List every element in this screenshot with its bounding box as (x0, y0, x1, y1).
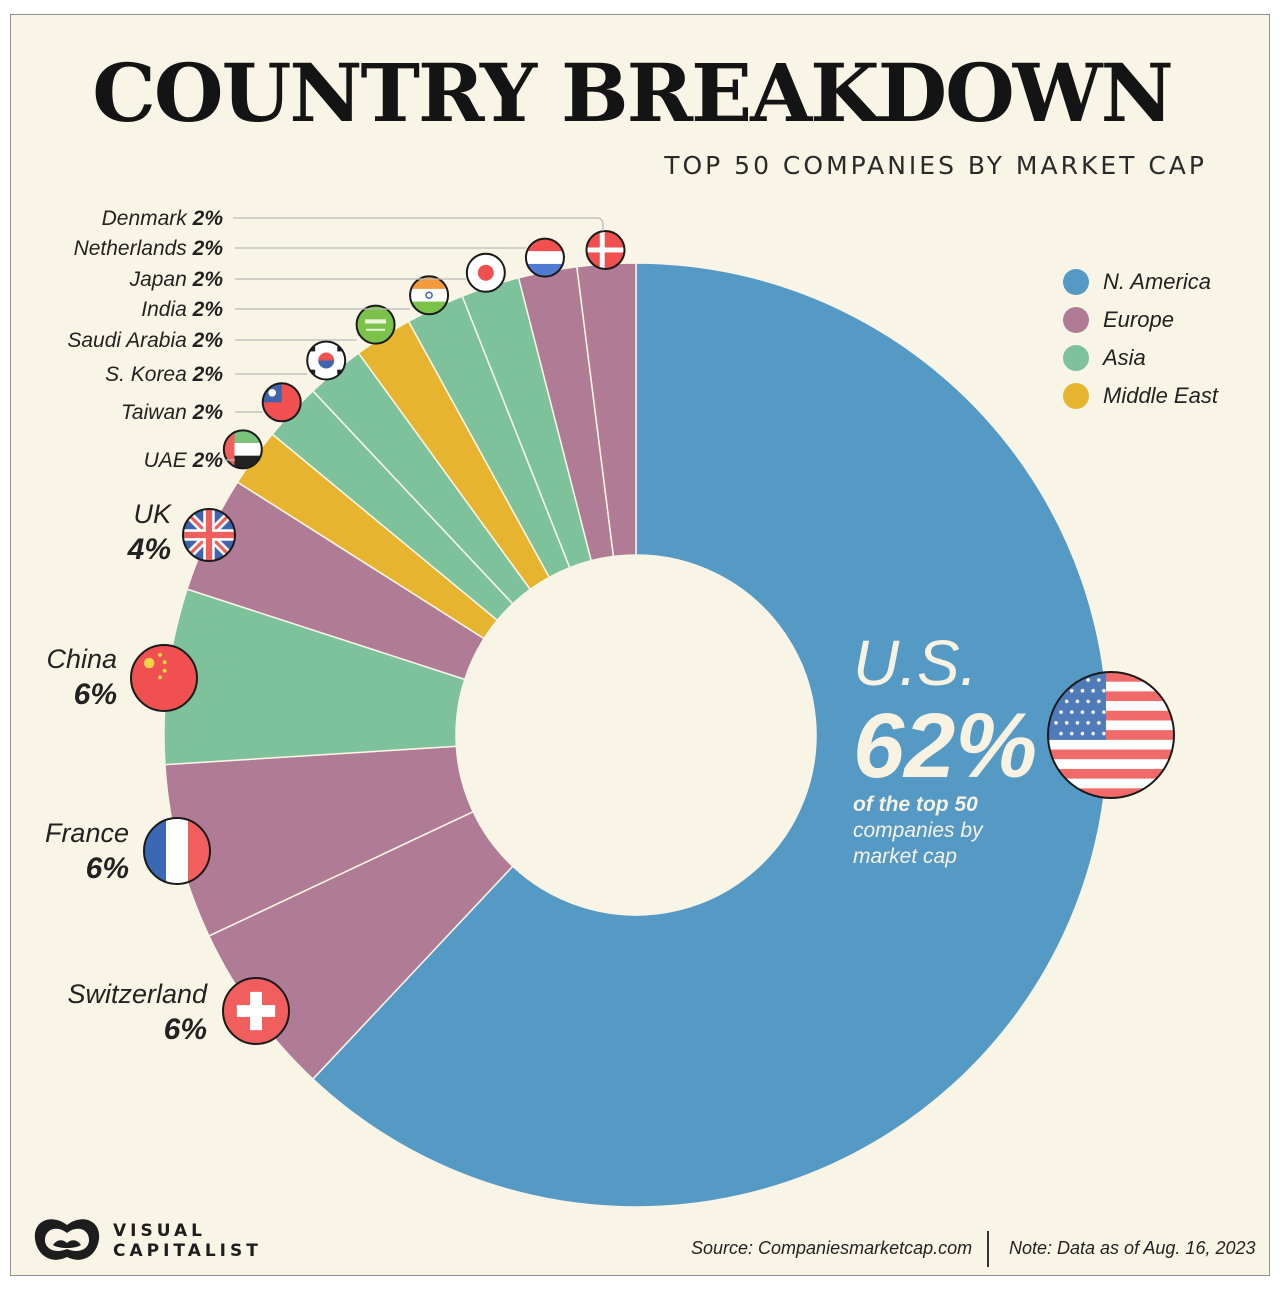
value-switzerland: 6% (164, 1013, 207, 1046)
us-caption-line: companies by (853, 819, 984, 842)
us-caption-bold: of the top 50 (853, 793, 978, 816)
legend-swatch-asia (1063, 345, 1089, 371)
brand-name: VISUAL CAPITALIST (113, 1221, 262, 1261)
label-saudi-arabia: Saudi Arabia 2% (67, 329, 223, 352)
label-japan: Japan 2% (129, 268, 224, 291)
india-flag-icon (409, 275, 450, 316)
chart-title: COUNTRY BREAKDOWN (92, 46, 1173, 140)
legend-label: Asia (1103, 345, 1146, 370)
note-text: Note: Data as of Aug. 16, 2023 (1009, 1238, 1256, 1258)
south-korea-flag-icon (306, 340, 347, 381)
legend-item-middle-east: Middle East (1063, 377, 1218, 415)
netherlands-flag-icon (524, 237, 565, 278)
label-taiwan: Taiwan 2% (121, 401, 223, 424)
saudi-arabia-flag-icon (355, 304, 396, 345)
label-uk: UK (133, 499, 171, 529)
legend-swatch-middle-east (1063, 383, 1089, 409)
china-flag-icon (130, 644, 198, 712)
legend-item-asia: Asia (1063, 339, 1218, 377)
legend-label: Europe (1103, 307, 1174, 332)
label-netherlands: Netherlands 2% (74, 237, 224, 260)
us-country-label: U.S. (853, 627, 977, 699)
uk-flag-icon (182, 508, 236, 562)
legend-item-n-america: N. America (1063, 263, 1218, 301)
us-value-label: 62% (853, 695, 1037, 797)
slice-u-s (311, 262, 1109, 1208)
us-flag-icon (1047, 671, 1175, 799)
legend-item-europe: Europe (1063, 301, 1218, 339)
chart-subtitle: TOP 50 COMPANIES BY MARKET CAP (664, 151, 1207, 180)
leader-line (233, 217, 604, 231)
label-denmark: Denmark 2% (102, 207, 224, 230)
us-caption-line: market cap (853, 845, 957, 868)
source-text: Source: Companiesmarketcap.com (691, 1238, 973, 1258)
label-s-korea: S. Korea 2% (105, 363, 223, 386)
label-uae: UAE 2% (144, 449, 224, 472)
brand-logo: VISUAL CAPITALIST (31, 1215, 262, 1267)
japan-flag-icon (465, 252, 506, 293)
label-india: India 2% (141, 298, 223, 321)
swiss-flag-icon (222, 977, 290, 1045)
label-china: China (46, 644, 117, 674)
legend-swatch-europe (1063, 307, 1089, 333)
denmark-flag-icon (585, 229, 626, 270)
visual-capitalist-logo-icon (34, 1219, 100, 1260)
legend-label: N. America (1103, 269, 1211, 294)
value-china: 6% (74, 678, 117, 711)
value-france: 6% (86, 852, 129, 885)
taiwan-flag-icon (261, 382, 302, 423)
legend: N. America Europe Asia Middle East (1063, 263, 1218, 415)
footer-divider (987, 1231, 989, 1267)
label-switzerland: Switzerland (67, 979, 208, 1009)
value-uk: 4% (127, 533, 171, 566)
label-france: France (45, 818, 129, 848)
uae-flag-icon (222, 429, 263, 470)
legend-label: Middle East (1103, 383, 1218, 408)
donut-chart: Switzerland 6% France 6% China 6% UK 4% UAE 2% Ta… (45, 207, 1175, 1208)
infographic-frame: COUNTRY BREAKDOWN TOP 50 COMPANIES BY MA… (10, 14, 1270, 1276)
france-flag-icon (143, 817, 211, 885)
legend-swatch-n-america (1063, 269, 1089, 295)
